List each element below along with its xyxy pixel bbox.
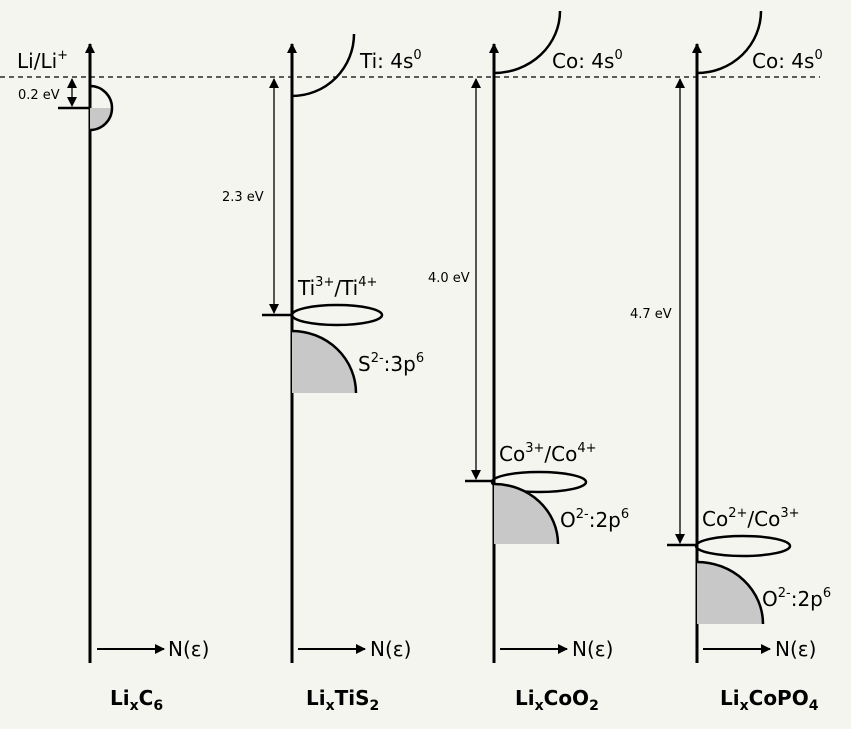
gap-label-litis2: 2.3 eV <box>222 190 264 205</box>
empty-band-curve-licoo2 <box>493 10 562 75</box>
li-reference-label: Li/Li+ <box>17 48 68 73</box>
empty-band-label-licoo2: Co: 4s0 <box>552 48 623 73</box>
dos-axis-label: N(ε) <box>168 637 209 661</box>
dos-axis-label: N(ε) <box>775 637 816 661</box>
redox-label-licopo4: Co2+/Co3+ <box>702 506 800 531</box>
filled-band-edge-licopo4 <box>696 560 765 625</box>
gap-label-licopo4: 4.7 eV <box>630 307 672 322</box>
empty-band-label-litis2: Ti: 4s0 <box>359 48 422 73</box>
filled-band-licopo4 <box>697 562 763 624</box>
panel-litis2: Ti: 4s0 Ti3+/Ti4+ S2-:3p6 2.3 eV N(ε) Li… <box>222 33 424 714</box>
gap-label-licoo2: 4.0 eV <box>428 271 470 286</box>
empty-band-curve-litis2 <box>291 33 356 98</box>
filled-band-edge-litis2 <box>291 329 358 394</box>
gap-label-lixc6: 0.2 eV <box>18 88 60 103</box>
empty-band-curve-licopo4 <box>696 10 763 75</box>
filled-band-label-licopo4: O2-:2p6 <box>762 586 831 611</box>
filled-band-lixc6 <box>90 108 112 130</box>
compound-label-lixc6: LixC6 <box>110 686 163 714</box>
redox-label-licoo2: Co3+/Co4+ <box>499 441 597 466</box>
filled-band-label-licoo2: O2-:2p6 <box>560 507 629 532</box>
dos-axis-label: N(ε) <box>370 637 411 661</box>
filled-band-label-litis2: S2-:3p6 <box>358 351 424 376</box>
redox-band-licopo4 <box>694 534 792 558</box>
filled-band-edge-licoo2 <box>493 482 560 545</box>
compound-label-litis2: LixTiS2 <box>306 686 379 714</box>
compound-label-licopo4: LixCoPO4 <box>720 686 819 714</box>
panel-licopo4: Co: 4s0 Co2+/Co3+ O2-:2p6 4.7 eV N(ε) Li… <box>630 10 831 714</box>
filled-band-licoo2 <box>494 484 558 544</box>
filled-band-litis2 <box>292 331 356 393</box>
band-curve-lixc6 <box>89 84 114 132</box>
panel-licoo2: Co: 4s0 Co3+/Co4+ O2-:2p6 4.0 eV N(ε) Li… <box>428 10 629 714</box>
panel-lixc6: 0.2 eV N(ε) LixC6 <box>18 43 209 714</box>
redox-band-litis2 <box>290 303 384 327</box>
redox-label-litis2: Ti3+/Ti4+ <box>297 275 377 300</box>
compound-label-licoo2: LixCoO2 <box>515 686 599 714</box>
dos-axis-label: N(ε) <box>572 637 613 661</box>
empty-band-label-licopo4: Co: 4s0 <box>752 48 823 73</box>
